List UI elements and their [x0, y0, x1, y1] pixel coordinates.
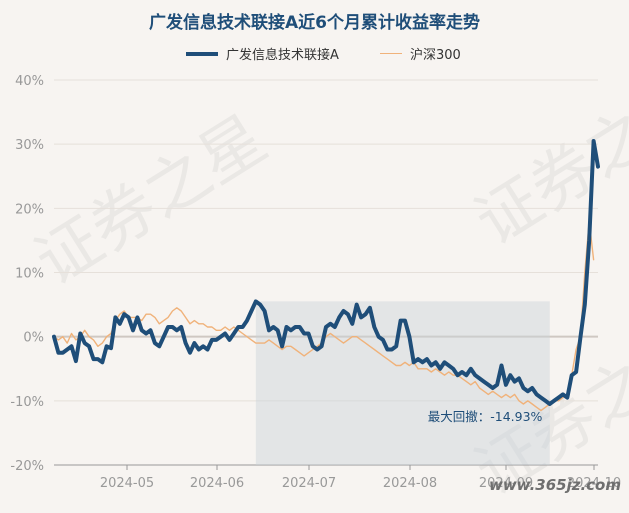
y-tick-label: -10% — [10, 395, 44, 410]
x-tick-label: 2024-10 — [567, 476, 621, 491]
x-tick-label: 2024-07 — [282, 476, 336, 491]
y-tick-label: 30% — [15, 138, 44, 153]
y-tick-label: 0% — [23, 331, 44, 346]
legend-label-index: 沪深300 — [410, 48, 461, 63]
legend-item-index[interactable]: 沪深300 — [380, 44, 461, 63]
legend-swatch-fund — [186, 51, 218, 56]
y-tick-label: 20% — [15, 202, 44, 217]
chart-legend: 广发信息技术联接A 沪深300 — [0, 44, 629, 63]
max-drawdown-area — [255, 301, 550, 465]
legend-label-fund: 广发信息技术联接A — [226, 48, 339, 63]
chart-plot: 40% 30% 20% 10% 0% -10% -20% 2024-05 2024-06 2024… — [10, 74, 621, 491]
legend-item-fund[interactable]: 广发信息技术联接A — [186, 44, 339, 63]
y-tick-label: -20% — [10, 459, 44, 474]
y-tick-label: 40% — [15, 74, 44, 89]
y-tick-label: 10% — [15, 267, 44, 282]
x-tick-label: 2024-06 — [190, 476, 244, 491]
x-tick-label: 2024-05 — [100, 476, 154, 491]
x-tick-label: 2024-09 — [479, 476, 533, 491]
site-logo: www.365jz.com — [488, 476, 621, 494]
x-tick-label: 2024-08 — [383, 476, 437, 491]
max-drawdown-label: 最大回撤：-14.93% — [427, 409, 543, 425]
legend-swatch-index — [380, 53, 402, 54]
series-line-fund — [52, 139, 600, 406]
chart-title: 广发信息技术联接A近6个月累计收益率走势 — [149, 13, 480, 33]
